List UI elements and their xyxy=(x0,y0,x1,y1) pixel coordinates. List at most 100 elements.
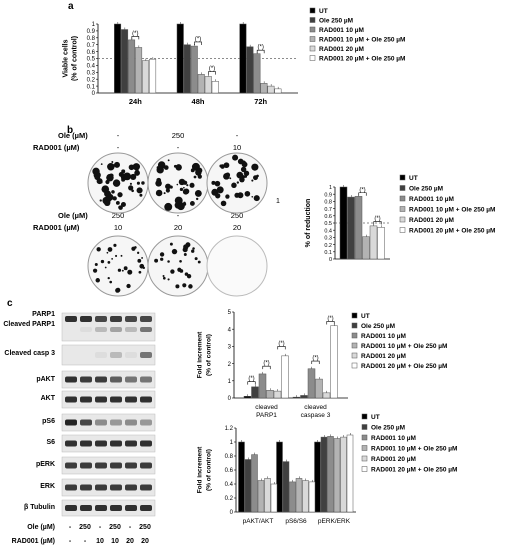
blot-band xyxy=(95,484,107,491)
bar xyxy=(211,81,219,94)
category-label: pS6/S6 xyxy=(285,518,307,525)
blot-strip xyxy=(61,312,156,342)
panel-label-c: c xyxy=(7,298,13,309)
colony-dot xyxy=(165,188,170,193)
colony-dot xyxy=(237,158,244,165)
lane-ole-value: - xyxy=(69,524,72,531)
colony-dot xyxy=(169,185,173,189)
colony-dot xyxy=(170,269,175,274)
blot-strip xyxy=(61,478,156,497)
colony-plates xyxy=(87,152,268,297)
blot-band xyxy=(110,376,122,383)
chart-a-viable-cells: 00.10.20.30.40.50.60.70.80.91 Viable cell… xyxy=(63,7,405,106)
bar xyxy=(274,88,282,94)
significance-label: (*) xyxy=(359,187,365,193)
colony-dot xyxy=(167,159,170,162)
significance-label: (*) xyxy=(257,45,263,51)
legend-swatch xyxy=(361,445,368,451)
legend-swatch xyxy=(351,322,358,329)
blot-band xyxy=(140,316,152,322)
plate-rad-1: - xyxy=(117,143,120,152)
legend-swatch xyxy=(361,466,368,472)
blot-band xyxy=(80,352,92,358)
colony-dot xyxy=(139,193,143,197)
blot-band xyxy=(110,505,122,511)
colony-dot xyxy=(121,269,124,272)
category-label: pAKT/AKT xyxy=(243,518,274,525)
y-tick-label: 0.4 xyxy=(324,228,332,234)
colony-dot xyxy=(219,164,223,168)
stray-mark: 1 xyxy=(276,198,280,205)
colony-dot xyxy=(179,259,182,263)
significance-bracket xyxy=(277,346,286,350)
plate-rad-4: 10 xyxy=(114,223,122,232)
colony-dot xyxy=(162,276,166,280)
colony-dot xyxy=(163,165,169,170)
y-tick-label: 0 xyxy=(228,396,232,402)
bar xyxy=(362,236,370,260)
blot-band xyxy=(95,396,107,403)
panel-label-a: a xyxy=(68,1,74,12)
y-tick-label: 1.2 xyxy=(225,426,234,432)
legend-swatch xyxy=(309,26,316,33)
blot-label: pERK xyxy=(36,461,55,468)
significance-label: (*) xyxy=(132,31,138,37)
significance-label: (*) xyxy=(248,376,254,382)
colony-dot xyxy=(175,284,180,289)
legend-swatch xyxy=(309,36,316,42)
colony-dot xyxy=(129,182,132,185)
y-tick-label: 0.7 xyxy=(324,207,332,213)
colony-dot xyxy=(111,190,115,194)
y-tick-label: 0.6 xyxy=(324,214,332,220)
legend-label: Ole 250 µM xyxy=(319,18,353,25)
bar xyxy=(267,85,275,94)
y-tick-label: 0.9 xyxy=(87,29,96,35)
category-label: 24h xyxy=(129,97,142,106)
blot-band xyxy=(65,484,77,491)
colony-dot xyxy=(163,192,166,195)
bar xyxy=(281,355,289,399)
colony-dot xyxy=(183,180,188,185)
significance-label: (*) xyxy=(327,316,333,322)
lane-ole-value: 250 xyxy=(79,524,91,531)
blot-band xyxy=(110,484,122,491)
colony-dot xyxy=(95,278,100,283)
blot-band xyxy=(110,316,122,322)
bar xyxy=(183,44,191,94)
blot-band xyxy=(80,505,92,511)
blot-label: ERK xyxy=(40,483,55,490)
colony-dot xyxy=(137,258,142,263)
blot-band xyxy=(125,316,137,322)
category-label: caspase 3 xyxy=(301,412,331,419)
blot-band xyxy=(95,419,107,426)
y-tick-label: 0.1 xyxy=(324,250,332,256)
lane-ole-value: 250 xyxy=(109,524,121,531)
ole-row-label-top: Ole (µM) xyxy=(58,131,88,140)
blot-label: PARP1 xyxy=(32,311,55,318)
colony-dot xyxy=(183,188,190,195)
colony-dot xyxy=(232,154,239,161)
bar xyxy=(244,459,252,513)
bar xyxy=(330,325,338,399)
lane-ole-value: - xyxy=(99,524,102,531)
colony-dot xyxy=(96,172,100,177)
colony-dot xyxy=(197,260,201,264)
blot-band xyxy=(110,396,122,403)
y-tick-label: 0.3 xyxy=(324,236,332,242)
legend-label: RAD001 20 µM + Ole 250 µM xyxy=(371,467,457,474)
legend-label: Ole 250 µM xyxy=(409,186,443,193)
colony-dot xyxy=(118,205,122,209)
colony-dot xyxy=(183,253,187,256)
y-tick-label: 0.7 xyxy=(87,43,96,49)
legend-label: Ole 250 µM xyxy=(361,323,395,330)
legend-label: RAD001 20 µM xyxy=(371,456,416,463)
blot-band xyxy=(110,419,122,426)
colony-dot xyxy=(115,288,120,293)
colony-dot xyxy=(138,270,142,274)
blot-band xyxy=(110,462,122,469)
colony-plate-4 xyxy=(87,235,149,297)
legend-label: RAD001 20 µM xyxy=(361,353,406,360)
blot-strip xyxy=(61,499,156,517)
y-tick-label: 0.8 xyxy=(87,36,96,42)
legend-swatch xyxy=(309,17,316,23)
